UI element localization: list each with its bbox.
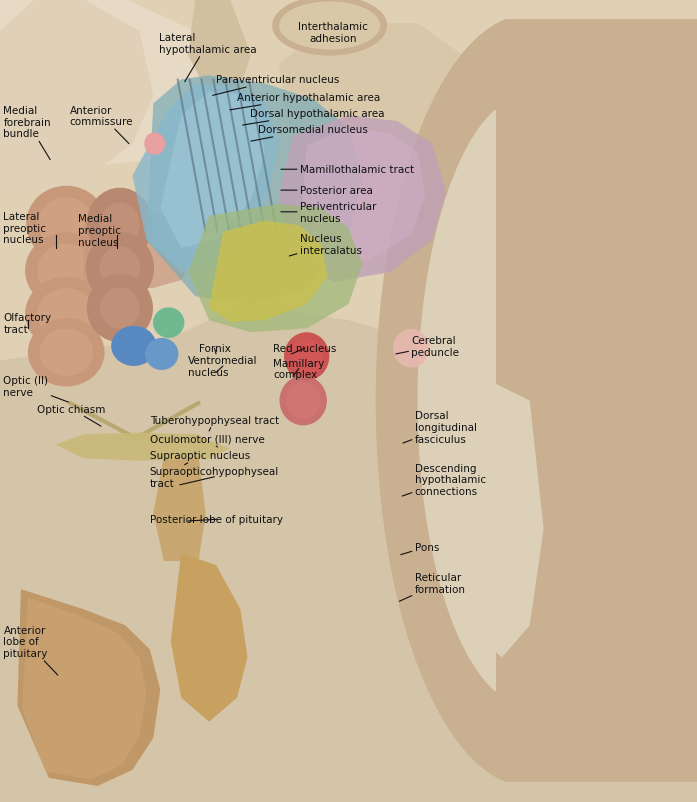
Ellipse shape bbox=[38, 198, 94, 251]
Text: Dorsomedial nucleus: Dorsomedial nucleus bbox=[251, 125, 368, 142]
Text: Interthalamic
adhesion: Interthalamic adhesion bbox=[298, 22, 368, 44]
Text: Optic (II)
nerve: Optic (II) nerve bbox=[3, 376, 68, 403]
Polygon shape bbox=[188, 0, 251, 96]
Text: Dorsal
longitudinal
fasciculus: Dorsal longitudinal fasciculus bbox=[403, 411, 477, 444]
Polygon shape bbox=[22, 597, 146, 780]
Text: Posterior area: Posterior area bbox=[281, 186, 373, 196]
Ellipse shape bbox=[39, 329, 93, 377]
Polygon shape bbox=[84, 209, 195, 289]
Text: Lateral
preoptic
nucleus: Lateral preoptic nucleus bbox=[3, 212, 47, 245]
Polygon shape bbox=[146, 76, 362, 305]
Polygon shape bbox=[209, 221, 328, 322]
Ellipse shape bbox=[272, 0, 387, 56]
Text: Olfactory
tract: Olfactory tract bbox=[3, 313, 52, 334]
Text: Dorsal hypothalamic area: Dorsal hypothalamic area bbox=[243, 109, 384, 126]
Ellipse shape bbox=[25, 233, 107, 309]
Ellipse shape bbox=[144, 133, 165, 156]
Polygon shape bbox=[132, 84, 279, 273]
Polygon shape bbox=[0, 0, 697, 361]
Polygon shape bbox=[188, 205, 362, 333]
Polygon shape bbox=[56, 433, 230, 461]
Ellipse shape bbox=[100, 203, 139, 246]
Ellipse shape bbox=[38, 289, 95, 340]
Ellipse shape bbox=[100, 247, 140, 290]
Polygon shape bbox=[17, 589, 160, 786]
Ellipse shape bbox=[279, 2, 380, 51]
Text: Anterior hypothalamic area: Anterior hypothalamic area bbox=[230, 93, 381, 111]
Polygon shape bbox=[279, 116, 446, 282]
Ellipse shape bbox=[286, 383, 321, 419]
Text: Lateral
hypothalamic area: Lateral hypothalamic area bbox=[159, 34, 256, 83]
Text: Medial
preoptic
nucleus: Medial preoptic nucleus bbox=[78, 214, 121, 247]
Ellipse shape bbox=[284, 333, 329, 381]
Ellipse shape bbox=[393, 330, 429, 368]
Ellipse shape bbox=[153, 308, 184, 338]
Text: Nucleus
intercalatus: Nucleus intercalatus bbox=[289, 234, 362, 257]
Ellipse shape bbox=[290, 339, 323, 375]
Polygon shape bbox=[446, 377, 544, 658]
Text: Optic chiasm: Optic chiasm bbox=[37, 404, 105, 427]
Polygon shape bbox=[376, 21, 697, 781]
Polygon shape bbox=[153, 457, 206, 561]
Text: Pons: Pons bbox=[401, 542, 439, 555]
Ellipse shape bbox=[145, 338, 178, 371]
Text: Mamillary
complex: Mamillary complex bbox=[273, 358, 325, 379]
Text: Mamillothalamic tract: Mamillothalamic tract bbox=[281, 165, 414, 175]
Polygon shape bbox=[418, 111, 496, 691]
Text: Anterior
lobe of
pituitary: Anterior lobe of pituitary bbox=[3, 625, 58, 675]
Text: Periventricular
nucleus: Periventricular nucleus bbox=[281, 202, 376, 223]
Polygon shape bbox=[171, 553, 247, 722]
Text: Paraventricular nucleus: Paraventricular nucleus bbox=[213, 75, 339, 96]
Ellipse shape bbox=[28, 318, 105, 387]
Ellipse shape bbox=[38, 245, 95, 298]
Polygon shape bbox=[279, 24, 502, 192]
Text: Fornix: Fornix bbox=[199, 344, 231, 354]
Polygon shape bbox=[160, 92, 265, 249]
Text: Medial
forebrain
bundle: Medial forebrain bundle bbox=[3, 106, 51, 160]
Ellipse shape bbox=[100, 289, 139, 329]
Ellipse shape bbox=[86, 233, 154, 305]
Ellipse shape bbox=[86, 188, 153, 261]
Polygon shape bbox=[439, 353, 558, 682]
Polygon shape bbox=[0, 0, 153, 192]
Text: Ventromedial
nucleus: Ventromedial nucleus bbox=[188, 356, 258, 377]
Polygon shape bbox=[0, 0, 209, 176]
Text: Oculomotor (III) nerve: Oculomotor (III) nerve bbox=[150, 434, 265, 448]
Text: Descending
hypothalamic
connections: Descending hypothalamic connections bbox=[402, 463, 486, 496]
Ellipse shape bbox=[25, 277, 107, 351]
Polygon shape bbox=[300, 128, 425, 269]
Text: Tuberohypophyseal tract: Tuberohypophyseal tract bbox=[150, 415, 279, 431]
Ellipse shape bbox=[26, 187, 106, 263]
Text: Reticular
formation: Reticular formation bbox=[399, 573, 466, 602]
Ellipse shape bbox=[86, 274, 153, 343]
Text: Red nucleus: Red nucleus bbox=[273, 344, 337, 354]
Text: Cerebral
peduncle: Cerebral peduncle bbox=[396, 336, 459, 357]
Text: Posterior lobe of pituitary: Posterior lobe of pituitary bbox=[150, 515, 283, 525]
Text: Anterior
commissure: Anterior commissure bbox=[70, 106, 133, 144]
Ellipse shape bbox=[279, 376, 327, 426]
Ellipse shape bbox=[111, 326, 156, 367]
Text: Supraoptic nucleus: Supraoptic nucleus bbox=[150, 451, 250, 465]
Text: Supraopticohypophyseal
tract: Supraopticohypophyseal tract bbox=[150, 467, 279, 488]
